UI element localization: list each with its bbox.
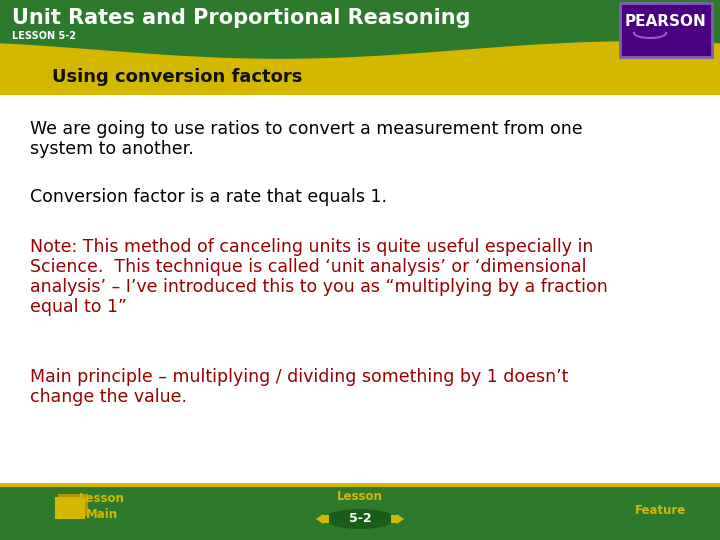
Text: We are going to use ratios to convert a measurement from one: We are going to use ratios to convert a … — [30, 120, 582, 138]
Text: 5-2: 5-2 — [348, 512, 372, 525]
Text: Course 2: Course 2 — [629, 60, 703, 76]
Text: PEARSON: PEARSON — [625, 15, 707, 30]
Bar — [0, 485, 720, 540]
Text: change the value.: change the value. — [30, 388, 187, 406]
FancyBboxPatch shape — [620, 3, 712, 57]
Text: Feature: Feature — [634, 503, 685, 516]
Bar — [0, 483, 720, 487]
Text: Science.  This technique is called ‘unit analysis’ or ‘dimensional: Science. This technique is called ‘unit … — [30, 258, 587, 276]
Text: equal to 1”: equal to 1” — [30, 298, 127, 316]
Text: Lesson: Lesson — [337, 490, 383, 503]
Text: Note: This method of canceling units is quite useful especially in: Note: This method of canceling units is … — [30, 238, 593, 256]
Text: system to another.: system to another. — [30, 140, 194, 158]
FancyArrow shape — [391, 514, 404, 524]
Bar — [55, 497, 85, 519]
Text: LESSON 5-2: LESSON 5-2 — [12, 31, 76, 41]
Polygon shape — [0, 41, 720, 95]
Text: Using conversion factors: Using conversion factors — [52, 68, 302, 86]
Text: Unit Rates and Proportional Reasoning: Unit Rates and Proportional Reasoning — [12, 8, 470, 28]
Text: Lesson
Main: Lesson Main — [79, 492, 125, 522]
Text: Conversion factor is a rate that equals 1.: Conversion factor is a rate that equals … — [30, 188, 387, 206]
Bar — [0, 0, 720, 95]
Text: analysis’ – I’ve introduced this to you as “multiplying by a fraction: analysis’ – I’ve introduced this to you … — [30, 278, 608, 296]
Bar — [0, 95, 720, 485]
FancyArrow shape — [316, 514, 329, 524]
Bar — [58, 494, 88, 516]
Text: Main principle – multiplying / dividing something by 1 doesn’t: Main principle – multiplying / dividing … — [30, 368, 568, 386]
Ellipse shape — [325, 509, 395, 529]
